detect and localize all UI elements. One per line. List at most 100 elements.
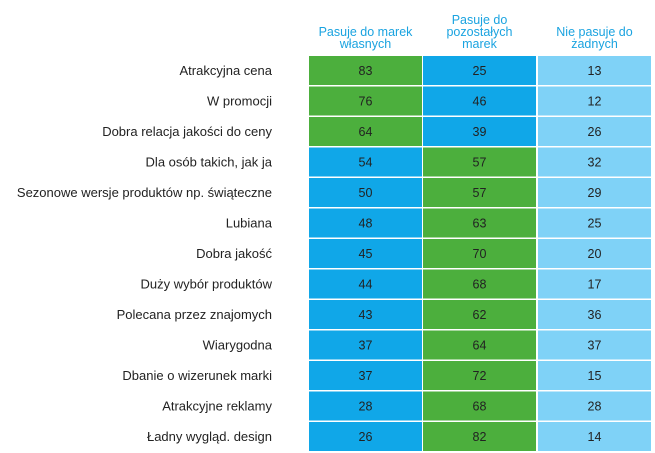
table-cell <box>309 147 422 177</box>
cell-value: 13 <box>588 64 602 78</box>
cell-value: 12 <box>588 95 602 109</box>
table-row: Wiarygodna 37 64 37 <box>203 330 651 360</box>
cell-value: 37 <box>359 369 373 383</box>
cell-value: 15 <box>588 369 602 383</box>
column-header-line: pozostałych <box>446 25 512 39</box>
table-cell <box>538 330 651 360</box>
table-cell <box>423 269 536 299</box>
table-cell <box>538 117 651 146</box>
column-header-line: własnych <box>339 37 391 51</box>
cell-value: 37 <box>588 339 602 353</box>
cell-value: 36 <box>588 308 602 322</box>
table-row: Dla osób takich, jak ja 54 57 32 <box>146 147 651 177</box>
table-row: Sezonowe wersje produktów np. świąteczne… <box>17 178 651 207</box>
cell-value: 45 <box>359 247 373 261</box>
table-rows: Atrakcyjna cena 83 25 13 W promocji 76 46 12 Dob… <box>17 56 651 451</box>
table-row: Lubiana 48 63 25 <box>226 208 651 238</box>
table-cell <box>423 330 536 360</box>
row-label: Atrakcyjna cena <box>180 63 273 78</box>
table-row: Dobra jakość 45 70 20 <box>196 239 651 268</box>
column-header-3: Nie pasuje do żadnych <box>556 25 632 51</box>
table-cell <box>538 178 651 207</box>
table-cell <box>423 178 536 207</box>
cell-value: 32 <box>588 156 602 170</box>
cell-value: 64 <box>473 339 487 353</box>
cell-value: 70 <box>473 247 487 261</box>
table-cell <box>423 422 536 451</box>
table-cell <box>309 361 422 390</box>
table-cell <box>309 239 422 268</box>
table-row: Atrakcyjne reklamy 28 68 28 <box>162 391 651 421</box>
cell-value: 57 <box>473 156 487 170</box>
cell-value: 68 <box>473 400 487 414</box>
table-row: Ładny wygląd. design 26 82 14 <box>147 422 651 451</box>
cell-value: 64 <box>359 125 373 139</box>
cell-value: 68 <box>473 278 487 292</box>
table-row: Polecana przez znajomych 43 62 36 <box>117 300 651 329</box>
table-cell <box>309 300 422 329</box>
row-label: Dobra jakość <box>196 246 272 261</box>
table-row: Duży wybór produktów 44 68 17 <box>141 269 651 299</box>
cell-value: 25 <box>588 217 602 231</box>
cell-value: 44 <box>359 278 373 292</box>
cell-value: 14 <box>588 430 602 444</box>
cell-value: 26 <box>359 430 373 444</box>
table-cell <box>309 178 422 207</box>
cell-value: 54 <box>359 156 373 170</box>
cell-value: 39 <box>473 125 487 139</box>
column-header-line: Pasuje do marek <box>319 25 414 39</box>
table-cell <box>538 422 651 451</box>
table-cell <box>423 239 536 268</box>
table-cell <box>538 147 651 177</box>
row-label: W promocji <box>207 94 272 109</box>
cell-value: 48 <box>359 217 373 231</box>
table-row: Dbanie o wizerunek marki 37 72 15 <box>122 361 651 390</box>
table-cell <box>423 86 536 116</box>
table-row: Dobra relacja jakości do ceny 64 39 26 <box>102 117 651 146</box>
cell-value: 29 <box>588 186 602 200</box>
cell-value: 83 <box>359 64 373 78</box>
cell-value: 26 <box>588 125 602 139</box>
row-label: Sezonowe wersje produktów np. świąteczne <box>17 185 272 200</box>
table-cell <box>538 208 651 238</box>
table-cell <box>423 208 536 238</box>
cell-value: 82 <box>473 430 487 444</box>
cell-value: 20 <box>588 247 602 261</box>
table-cell <box>423 391 536 421</box>
table-cell <box>538 269 651 299</box>
cell-value: 37 <box>359 339 373 353</box>
row-label: Duży wybór produktów <box>141 277 273 292</box>
row-label: Dobra relacja jakości do ceny <box>102 124 272 139</box>
column-header-2: Pasuje do pozostałych marek <box>446 13 512 51</box>
cell-value: 28 <box>588 400 602 414</box>
table-cell <box>423 361 536 390</box>
cell-value: 50 <box>359 186 373 200</box>
row-label: Ładny wygląd. design <box>147 429 272 444</box>
table-cell <box>309 422 422 451</box>
table-cell <box>309 117 422 146</box>
cell-value: 25 <box>473 64 487 78</box>
column-header-1: Pasuje do marek własnych <box>319 25 414 51</box>
cell-value: 63 <box>473 217 487 231</box>
table-cell <box>538 300 651 329</box>
table-cell <box>309 56 422 85</box>
column-header-line: Pasuje do <box>452 13 508 27</box>
table-cell <box>309 391 422 421</box>
table-cell <box>309 269 422 299</box>
column-header-line: marek <box>462 37 497 51</box>
row-label: Polecana przez znajomych <box>117 307 272 322</box>
table-cell <box>538 391 651 421</box>
table-row: Atrakcyjna cena 83 25 13 <box>180 56 651 85</box>
cell-value: 28 <box>359 400 373 414</box>
column-header-line: Nie pasuje do <box>556 25 632 39</box>
table-cell <box>423 117 536 146</box>
table-cell <box>423 56 536 85</box>
table-cell <box>309 86 422 116</box>
table-row: W promocji 76 46 12 <box>207 86 651 116</box>
table-cell <box>538 361 651 390</box>
table-cell <box>423 300 536 329</box>
cell-value: 43 <box>359 308 373 322</box>
row-label: Wiarygodna <box>203 338 273 353</box>
